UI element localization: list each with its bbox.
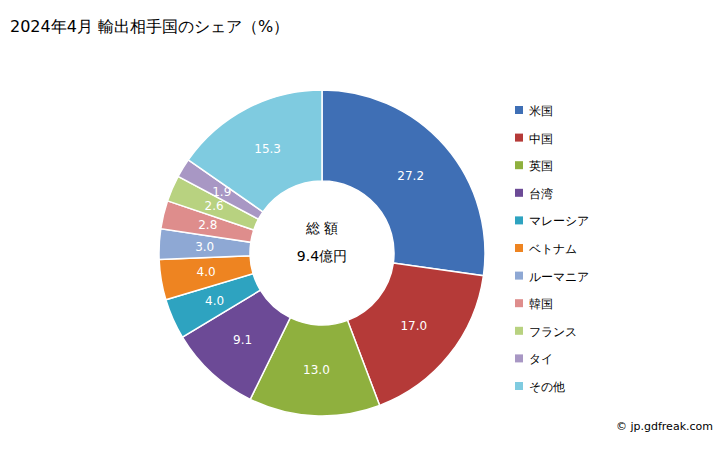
legend-label: 台湾 xyxy=(529,187,553,201)
legend-swatch xyxy=(515,189,523,197)
legend-swatch xyxy=(515,106,523,114)
source: © jp.gdfreak.com xyxy=(616,420,713,433)
legend-swatch xyxy=(515,244,523,252)
legend-label: マレーシア xyxy=(529,214,589,228)
data-label: 3.0 xyxy=(195,240,214,254)
legend-swatch xyxy=(515,134,523,142)
legend-swatch xyxy=(515,382,523,390)
data-label: 2.8 xyxy=(198,218,217,232)
center-text: 9.4億円 xyxy=(297,248,347,264)
data-label: 15.3 xyxy=(254,142,281,156)
legend-label: 韓国 xyxy=(529,297,553,311)
legend-swatch xyxy=(515,327,523,335)
legend-label: ベトナム xyxy=(529,242,577,256)
slice xyxy=(188,90,322,212)
chart: 2024年4月 輸出相手国のシェア（%） 27.2 17.0 13.0 9.1 4.0 4.… xyxy=(0,0,728,450)
center-text: 総 額 xyxy=(305,220,338,236)
legend-label: フランス xyxy=(529,325,577,339)
legend-swatch xyxy=(515,216,523,224)
legend-swatch xyxy=(515,161,523,169)
legend-label: その他 xyxy=(529,380,565,394)
data-label: 9.1 xyxy=(233,333,252,347)
legend: 米国中国英国台湾マレーシアベトナムルーマニア韓国フランスタイその他 xyxy=(515,104,589,394)
data-label: 17.0 xyxy=(400,319,427,333)
legend-label: 中国 xyxy=(529,132,553,146)
slices xyxy=(159,90,485,416)
data-label: 2.6 xyxy=(205,199,224,213)
legend-swatch xyxy=(515,272,523,280)
legend-label: タイ xyxy=(529,352,553,366)
data-label: 1.9 xyxy=(212,185,231,199)
legend-label: 英国 xyxy=(529,159,553,173)
legend-swatch xyxy=(515,299,523,307)
legend-label: 米国 xyxy=(529,104,553,118)
legend-swatch xyxy=(515,354,523,362)
data-labels: 27.2 17.0 13.0 9.1 4.0 4.0 3.0 2.8 2.61.9 15.3 xyxy=(195,142,427,378)
data-label: 27.2 xyxy=(397,169,424,183)
title: 2024年4月 輸出相手国のシェア（%） xyxy=(10,17,289,36)
data-label: 13.0 xyxy=(303,363,330,377)
data-label: 4.0 xyxy=(205,294,224,308)
data-label: 4.0 xyxy=(197,265,216,279)
legend-label: ルーマニア xyxy=(529,270,589,284)
